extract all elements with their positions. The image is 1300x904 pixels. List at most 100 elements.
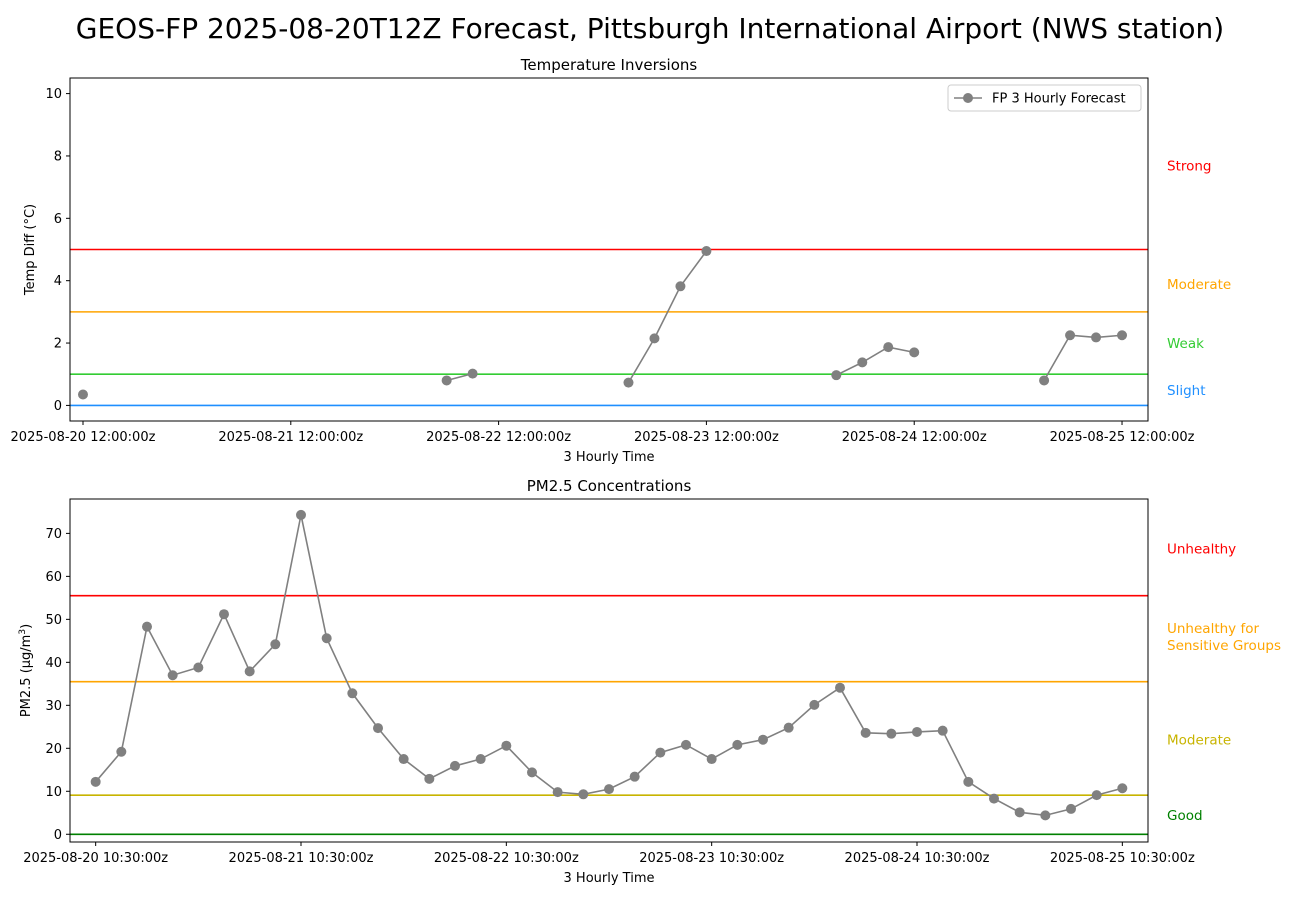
y-tick-label: 10: [45, 87, 62, 102]
data-point: [675, 281, 686, 292]
data-point: [475, 754, 486, 765]
data-point: [989, 793, 999, 804]
data-point: [1039, 375, 1050, 386]
legend-label: FP 3 Hourly Forecast: [992, 92, 1126, 107]
data-point: [758, 734, 768, 745]
legend-marker: [963, 93, 973, 103]
x-tick-label: 2025-08-20 12:00:00z: [11, 430, 156, 445]
data-point: [552, 787, 563, 798]
data-point: [909, 347, 920, 358]
threshold-label-0: Good: [1167, 808, 1203, 824]
data-point: [1117, 330, 1128, 341]
data-point: [441, 375, 452, 386]
series-line-segment-2: [627, 250, 708, 384]
data-point: [244, 666, 255, 677]
data-point: [167, 670, 178, 681]
data-point: [450, 760, 460, 771]
data-point: [963, 776, 974, 787]
data-point: [604, 784, 614, 795]
y-tick-label: 30: [45, 699, 62, 714]
data-point: [809, 699, 820, 710]
data-point: [1065, 330, 1076, 341]
y-axis-label: PM2.5 (μg/m3): [18, 624, 34, 717]
x-tick-label: 2025-08-23 12:00:00z: [634, 430, 779, 445]
y-tick-label: 10: [45, 785, 62, 800]
data-point: [1117, 783, 1128, 794]
threshold-label-2: Moderate: [1167, 277, 1231, 293]
data-point: [912, 726, 922, 737]
data-point: [835, 682, 845, 693]
data-point: [623, 377, 634, 388]
data-point: [373, 723, 383, 734]
figure-title: GEOS-FP 2025-08-20T12Z Forecast, Pittsbu…: [75, 12, 1225, 45]
y-axis-label: Temp Diff (°C): [23, 204, 38, 296]
data-point: [649, 333, 660, 344]
data-point: [296, 509, 306, 520]
series-line-segment-3: [835, 346, 915, 376]
axes-frame: [69, 498, 1149, 843]
y-tick-label: 2: [54, 337, 62, 352]
data-point: [527, 767, 537, 778]
data-point: [193, 662, 204, 673]
data-point: [655, 747, 666, 758]
data-point: [937, 725, 948, 736]
legend: FP 3 Hourly Forecast: [947, 84, 1142, 112]
threshold-label-2: Sensitive Groups: [1167, 638, 1281, 654]
data-point: [1091, 790, 1102, 801]
series-line-segment-4: [1043, 334, 1123, 381]
series-line-segment-0: [95, 514, 1123, 817]
x-tick-label: 2025-08-24 12:00:00z: [842, 430, 987, 445]
data-point: [398, 754, 409, 765]
x-tick-label: 2025-08-20 10:30:00z: [23, 851, 168, 866]
data-point: [1091, 332, 1102, 343]
data-point: [219, 609, 229, 620]
y-tick-label: 8: [54, 149, 62, 164]
y-tick-label: 6: [54, 212, 62, 227]
data-point: [681, 739, 691, 750]
y-tick-label: 4: [54, 274, 62, 289]
data-point: [116, 746, 127, 757]
data-point: [857, 357, 868, 368]
y-tick-label: 60: [45, 570, 62, 585]
data-point: [424, 773, 435, 784]
data-point: [1040, 810, 1051, 821]
data-point: [1014, 807, 1025, 818]
axes-frame: [69, 77, 1149, 422]
threshold-label-1: Weak: [1167, 336, 1204, 352]
x-tick-label: 2025-08-22 12:00:00z: [426, 430, 571, 445]
data-point: [701, 246, 712, 257]
x-tick-label: 2025-08-21 10:30:00z: [229, 851, 374, 866]
y-tick-label: 40: [45, 656, 62, 671]
data-point: [886, 728, 897, 739]
x-tick-label: 2025-08-22 10:30:00z: [434, 851, 579, 866]
threshold-label-3: Strong: [1167, 158, 1212, 174]
data-point: [783, 722, 794, 733]
data-point: [831, 370, 842, 381]
y-tick-label: 0: [54, 399, 62, 414]
data-point: [270, 639, 281, 650]
data-point: [77, 389, 88, 400]
data-point: [706, 754, 717, 765]
data-point: [467, 368, 478, 379]
data-point: [347, 688, 358, 699]
x-tick-label: 2025-08-23 10:30:00z: [639, 851, 784, 866]
data-point: [883, 342, 894, 353]
data-point: [1066, 803, 1076, 814]
x-axis-label: 3 Hourly Time: [564, 871, 655, 886]
x-tick-label: 2025-08-21 12:00:00z: [218, 430, 363, 445]
data-point: [501, 740, 512, 751]
y-tick-label: 70: [45, 527, 62, 542]
threshold-label-3: Unhealthy: [1167, 541, 1236, 557]
data-point: [578, 789, 589, 800]
x-tick-label: 2025-08-24 10:30:00z: [845, 851, 990, 866]
y-tick-label: 0: [54, 828, 62, 843]
threshold-label-0: Slight: [1167, 383, 1206, 399]
data-point: [629, 771, 640, 782]
threshold-label-1: Moderate: [1167, 733, 1231, 749]
data-point: [321, 633, 332, 644]
chart-title: PM2.5 Concentrations: [527, 477, 692, 495]
data-point: [732, 739, 743, 750]
y-tick-label: 20: [45, 742, 62, 757]
